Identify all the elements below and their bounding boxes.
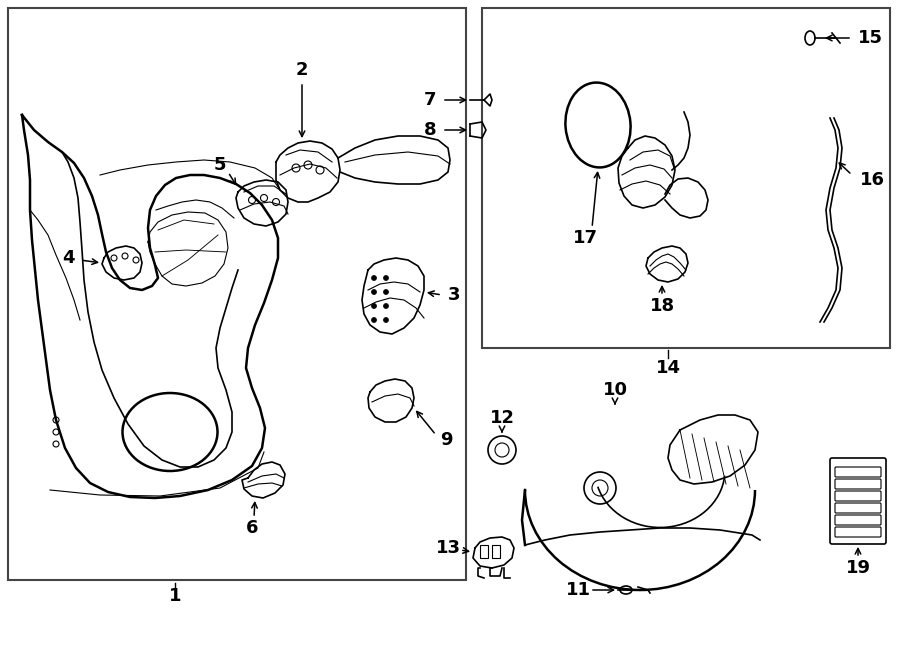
Text: 15: 15 [858, 29, 883, 47]
Bar [492, 545, 500, 558]
Circle shape [372, 303, 376, 308]
Text: 4: 4 [62, 249, 75, 267]
Circle shape [383, 275, 389, 281]
Text: 6: 6 [246, 519, 258, 537]
Text: 8: 8 [424, 121, 436, 139]
Circle shape [383, 289, 389, 295]
Bar [8, 8, 466, 580]
Circle shape [372, 318, 376, 322]
Circle shape [383, 303, 389, 308]
Text: 1: 1 [169, 587, 181, 605]
Circle shape [372, 275, 376, 281]
Text: 5: 5 [214, 156, 226, 174]
Text: 14: 14 [655, 359, 680, 377]
Text: 12: 12 [490, 409, 515, 427]
Text: 13: 13 [436, 539, 461, 557]
Text: 16: 16 [860, 171, 885, 189]
Text: 2: 2 [296, 61, 309, 79]
Text: 10: 10 [602, 381, 627, 399]
Bar [482, 8, 890, 348]
Text: 18: 18 [650, 297, 675, 315]
Circle shape [383, 318, 389, 322]
Text: 11: 11 [565, 581, 590, 599]
Text: 17: 17 [572, 229, 598, 247]
Circle shape [372, 289, 376, 295]
Text: 19: 19 [845, 559, 870, 577]
Text: 3: 3 [448, 286, 461, 304]
Text: 9: 9 [440, 431, 453, 449]
Bar [480, 545, 488, 558]
Text: 7: 7 [424, 91, 436, 109]
